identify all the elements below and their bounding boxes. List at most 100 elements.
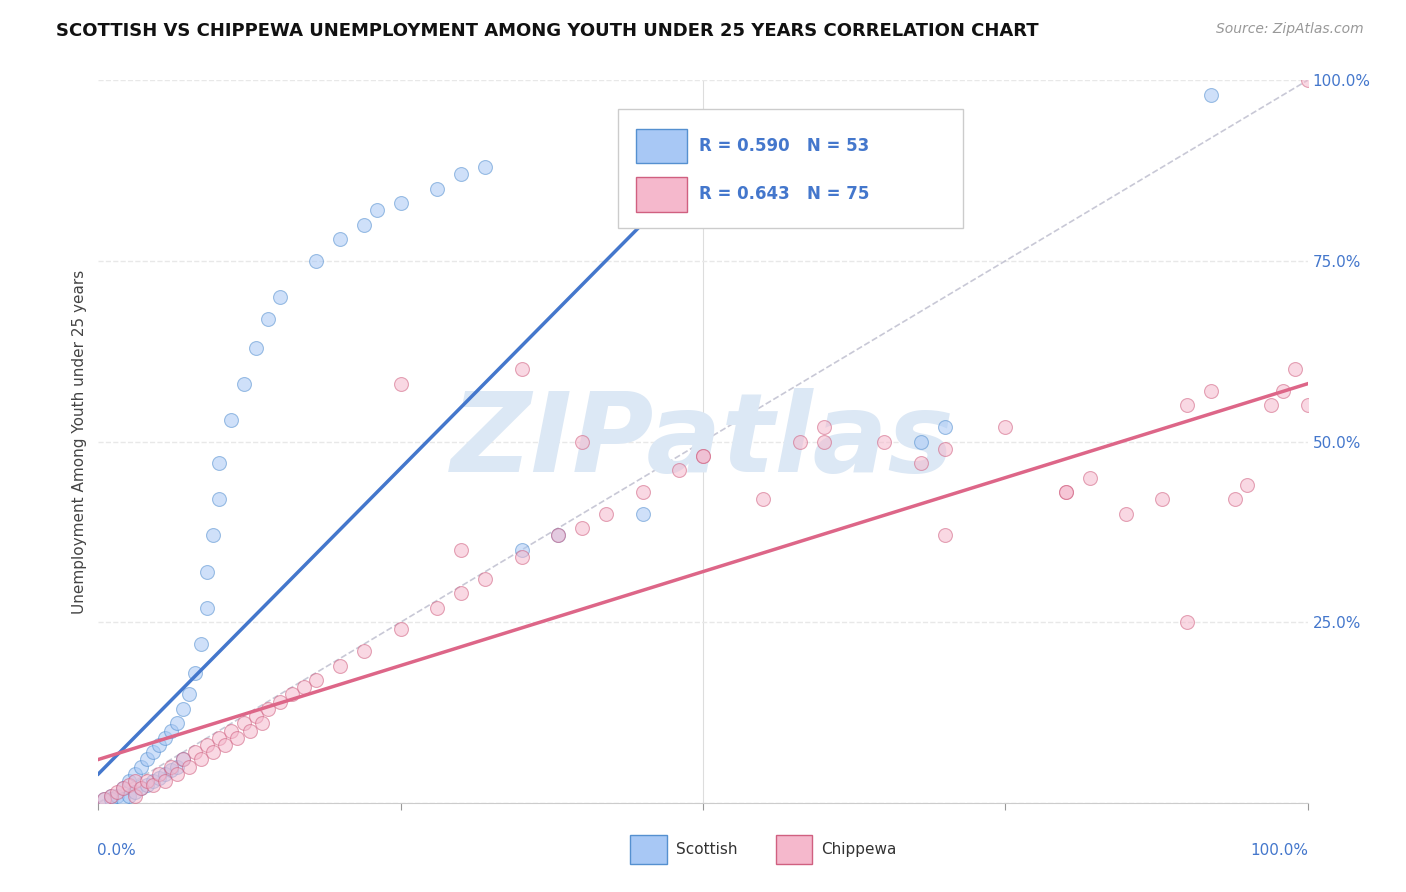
Text: Chippewa: Chippewa [821, 842, 897, 857]
Point [111, 781, 134, 796]
Point [1223, 492, 1246, 507]
Text: ZIPatlas: ZIPatlas [451, 388, 955, 495]
Point [245, 709, 267, 723]
Point [142, 778, 165, 792]
Point [100, 789, 122, 803]
Point [934, 420, 956, 434]
Point [1078, 470, 1101, 484]
Point [789, 434, 811, 449]
Point [281, 687, 304, 701]
Point [148, 738, 170, 752]
Point [910, 434, 932, 449]
Point [190, 752, 212, 766]
Point [202, 528, 225, 542]
Point [474, 572, 496, 586]
Point [1260, 398, 1282, 412]
Point [1236, 478, 1258, 492]
Point [994, 420, 1017, 434]
Point [426, 182, 449, 196]
Point [195, 738, 218, 752]
Point [124, 785, 146, 799]
Point [668, 463, 690, 477]
Point [547, 528, 569, 542]
Point [269, 695, 291, 709]
Point [202, 745, 225, 759]
Point [179, 687, 201, 701]
FancyBboxPatch shape [630, 835, 666, 864]
Point [1296, 398, 1319, 412]
Point [934, 442, 956, 456]
Point [366, 203, 388, 218]
Point [111, 792, 134, 806]
Point [208, 731, 231, 745]
Point [100, 789, 122, 803]
Point [221, 413, 243, 427]
Point [195, 600, 218, 615]
Point [353, 218, 375, 232]
Point [389, 196, 412, 211]
Point [813, 434, 835, 449]
Point [910, 456, 932, 470]
Point [305, 253, 328, 268]
Point [873, 434, 896, 449]
Point [1284, 362, 1306, 376]
Point [1175, 398, 1198, 412]
Point [124, 789, 146, 803]
Point [571, 521, 593, 535]
FancyBboxPatch shape [637, 178, 688, 211]
Point [129, 781, 152, 796]
Point [510, 550, 533, 565]
Point [450, 586, 472, 600]
Point [195, 565, 218, 579]
Point [329, 658, 352, 673]
Point [166, 760, 188, 774]
Point [100, 792, 122, 806]
Point [118, 774, 141, 789]
Point [510, 362, 533, 376]
Point [153, 731, 176, 745]
Y-axis label: Unemployment Among Youth under 25 years: Unemployment Among Youth under 25 years [72, 269, 87, 614]
Point [353, 644, 375, 658]
Point [389, 623, 412, 637]
Text: Scottish: Scottish [676, 842, 738, 857]
Point [450, 167, 472, 181]
Point [389, 376, 412, 391]
Point [813, 420, 835, 434]
Point [595, 507, 617, 521]
Point [1175, 615, 1198, 630]
Point [124, 767, 146, 781]
Point [142, 774, 165, 789]
Point [166, 716, 188, 731]
Point [172, 702, 194, 716]
FancyBboxPatch shape [776, 835, 811, 864]
Text: R = 0.643   N = 75: R = 0.643 N = 75 [699, 186, 870, 203]
Text: 0.0%: 0.0% [97, 843, 136, 857]
Point [269, 290, 291, 304]
Point [190, 637, 212, 651]
FancyBboxPatch shape [619, 109, 963, 228]
Point [208, 456, 231, 470]
Point [172, 752, 194, 766]
Point [111, 781, 134, 796]
Point [93, 792, 115, 806]
Point [179, 760, 201, 774]
Point [105, 785, 128, 799]
Point [250, 716, 273, 731]
Point [239, 723, 262, 738]
Text: Source: ZipAtlas.com: Source: ZipAtlas.com [1216, 22, 1364, 37]
Point [692, 449, 714, 463]
Point [160, 764, 183, 778]
Point [1054, 485, 1077, 500]
Point [1199, 384, 1222, 398]
Point [1115, 507, 1137, 521]
Point [221, 723, 243, 738]
Point [256, 702, 278, 716]
Point [934, 528, 956, 542]
Point [118, 789, 141, 803]
Point [166, 767, 188, 781]
Point [752, 492, 775, 507]
Text: 100.0%: 100.0% [1251, 843, 1309, 857]
Point [245, 341, 267, 355]
Point [292, 680, 315, 694]
Point [1296, 73, 1319, 87]
